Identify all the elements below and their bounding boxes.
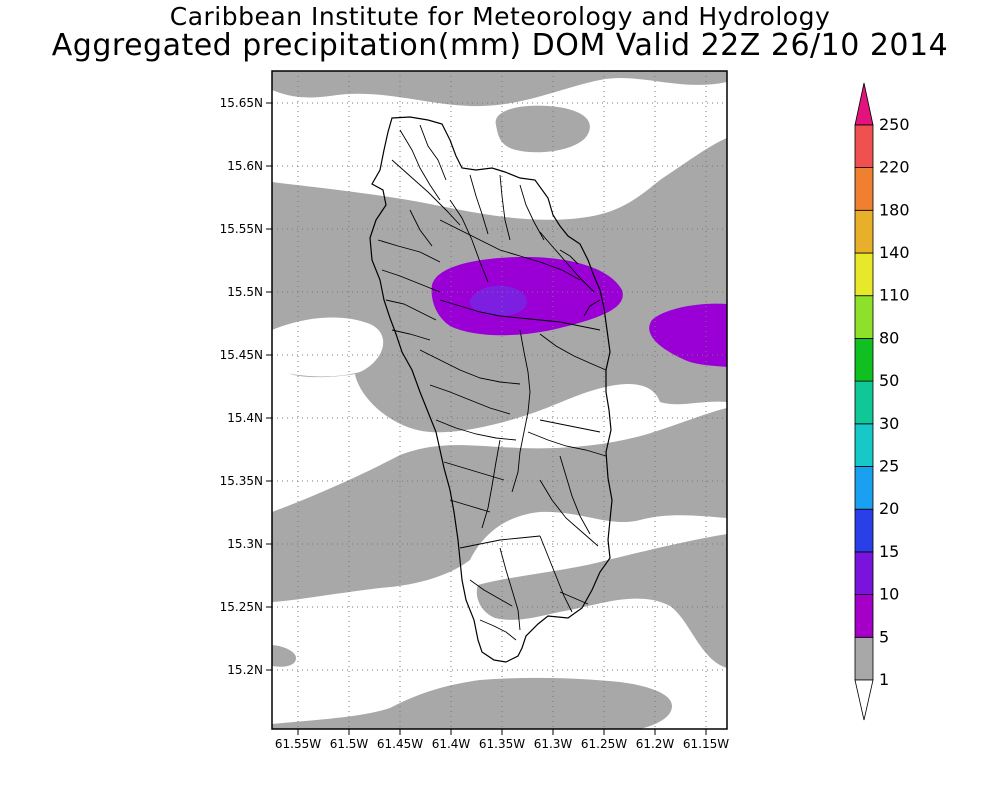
- lat-tick-label: 15.4N: [227, 411, 263, 425]
- map-frame: [271, 70, 728, 730]
- precip-area-light: [272, 71, 727, 107]
- colorbar-swatch: [854, 508, 874, 553]
- colorbar-label: 15: [879, 542, 899, 561]
- colorbar-swatch: [854, 551, 874, 596]
- precip-area-light: [272, 408, 727, 602]
- lat-tick-label: 15.5N: [227, 285, 263, 299]
- lon-tick-label: 61.55W: [275, 737, 321, 751]
- colorbar-swatch: [854, 636, 874, 681]
- precip-area-white-hole: [272, 317, 384, 377]
- river-basins: [377, 124, 607, 641]
- graticule: [272, 71, 727, 729]
- colorbar-swatch: [854, 423, 874, 467]
- colorbar-label: 10: [879, 585, 899, 604]
- precipitation-field: [272, 71, 727, 729]
- lon-tick-label: 61.3W: [534, 737, 573, 751]
- colorbar-label: 1: [879, 670, 889, 689]
- lon-tick-label: 61.15W: [683, 737, 729, 751]
- colorbar-label: 140: [879, 243, 910, 262]
- colorbar-swatch: [854, 594, 874, 638]
- lon-tick-label: 61.5W: [330, 737, 369, 751]
- lat-tick-label: 15.25N: [220, 600, 263, 614]
- lat-tick-label: 15.35N: [220, 474, 263, 488]
- colorbar-top-arrow: [854, 82, 874, 126]
- island-outline: [369, 116, 613, 663]
- lon-tick-label: 61.25W: [581, 737, 627, 751]
- precip-area-moderate: [431, 256, 623, 336]
- colorbar-swatch: [854, 209, 874, 254]
- colorbar-swatch: [854, 466, 874, 510]
- colorbar-swatch: [854, 167, 874, 211]
- precip-area-light: [476, 534, 727, 668]
- colorbar-label: 250: [879, 115, 910, 134]
- precip-area-light: [272, 677, 672, 729]
- colorbar-label: 50: [879, 371, 899, 390]
- lon-tick-label: 61.45W: [377, 737, 423, 751]
- precip-area-light: [272, 645, 296, 667]
- lat-tick-label: 15.6N: [227, 159, 263, 173]
- colorbar-swatch: [854, 252, 874, 297]
- colorbar-label: 110: [879, 286, 910, 305]
- lat-tick-label: 15.2N: [227, 663, 263, 677]
- precip-area-moderate: [649, 303, 727, 367]
- precip-area-heavy: [469, 285, 527, 316]
- precip-area-light: [495, 105, 590, 153]
- colorbar-label: 20: [879, 499, 899, 518]
- colorbar-swatch: [854, 295, 874, 339]
- colorbar-label: 80: [879, 328, 899, 347]
- lat-tick-label: 15.65N: [220, 96, 263, 110]
- colorbar-swatch: [854, 380, 874, 425]
- colorbar-label: 25: [879, 457, 899, 476]
- latitude-axis: 15.65N 15.6N 15.55N 15.5N 15.45N 15.4N 1…: [220, 96, 272, 677]
- colorbar-label: 30: [879, 414, 899, 433]
- colorbar-swatch: [854, 337, 874, 382]
- colorbar-label: 5: [879, 627, 889, 646]
- colorbar-label: 180: [879, 200, 910, 219]
- lat-tick-label: 15.45N: [220, 348, 263, 362]
- longitude-axis: 61.55W 61.5W 61.45W 61.4W 61.35W 61.3W 6…: [275, 729, 729, 751]
- lon-tick-label: 61.2W: [636, 737, 675, 751]
- colorbar-bottom-arrow: [854, 679, 874, 721]
- chart-title: Caribbean Institute for Meteorology and …: [169, 2, 831, 31]
- colorbar-swatch: [854, 124, 874, 169]
- lat-tick-label: 15.3N: [227, 537, 263, 551]
- colorbar-label: 220: [879, 158, 910, 177]
- lon-tick-label: 61.35W: [479, 737, 525, 751]
- lat-tick-label: 15.55N: [220, 222, 263, 236]
- chart-subtitle: Aggregated precipitation(mm) DOM Valid 2…: [51, 28, 949, 63]
- lon-tick-label: 61.4W: [432, 737, 471, 751]
